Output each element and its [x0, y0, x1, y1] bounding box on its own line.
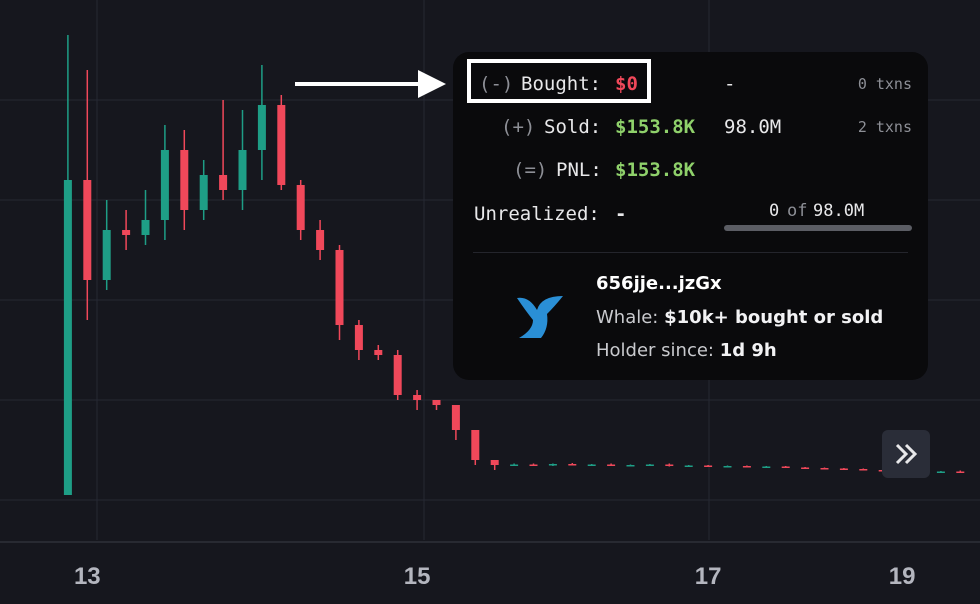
candle-body	[665, 464, 674, 466]
holder-since: Holder since: 1d 9h	[596, 340, 777, 361]
candle-body	[374, 350, 383, 355]
label: Bought:	[521, 73, 602, 95]
divider	[473, 252, 908, 253]
chevrons	[895, 443, 918, 465]
candle-body	[451, 405, 460, 430]
total: 98.0M	[813, 201, 865, 221]
candle-body	[102, 230, 111, 280]
tooltip: (-) Bought: $0 - 0 txns (+) Sold: $153.8…	[453, 52, 928, 380]
label: Sold:	[544, 116, 602, 138]
x-tick-label: 17	[695, 563, 722, 590]
candle-body	[490, 460, 499, 465]
candle-body	[936, 471, 945, 473]
candle-body	[393, 355, 402, 395]
candle-body	[859, 469, 868, 471]
candle-body	[820, 468, 829, 470]
candle-body	[626, 465, 635, 467]
highlight-box	[467, 59, 651, 103]
candle-body	[510, 464, 519, 466]
candle-body	[723, 466, 732, 468]
candle-body	[199, 175, 208, 210]
label: PNL:	[556, 159, 602, 181]
type-value: $10k+ bought or sold	[664, 307, 884, 328]
candle-body	[742, 466, 751, 468]
sign: (+)	[501, 116, 536, 138]
x-tick-label: 15	[404, 563, 431, 590]
candle-body	[704, 465, 713, 467]
value: $153.8K	[615, 159, 696, 181]
candle-body	[801, 467, 810, 469]
candle-body	[335, 250, 344, 325]
candle-body	[219, 175, 228, 190]
since-label: Holder since:	[596, 340, 714, 361]
txns: 0 txns	[857, 75, 912, 93]
candle-body	[413, 395, 422, 400]
candle-body	[141, 220, 150, 235]
txns: 2 txns	[857, 118, 912, 136]
x-tick-label: 13	[74, 563, 101, 590]
sign: (=)	[513, 159, 548, 181]
progress-bar	[724, 225, 912, 231]
candle-body	[83, 180, 92, 280]
amount: -	[724, 73, 736, 95]
candle-body	[568, 464, 577, 466]
value: -	[615, 203, 627, 225]
candle-body	[122, 230, 131, 235]
candle-body	[839, 468, 848, 470]
wallet-type: Whale: $10k+ bought or sold	[596, 307, 883, 328]
wallet-address[interactable]: 656jje...jzGx	[596, 273, 722, 294]
candle-body	[180, 150, 189, 210]
candle-body	[238, 150, 247, 190]
candle-body	[956, 471, 965, 473]
since-value: 1d 9h	[719, 340, 777, 361]
candle-body	[645, 464, 654, 466]
candle-body	[471, 430, 480, 460]
candle-body	[432, 400, 441, 405]
amount: 98.0M	[724, 116, 782, 138]
value: $153.8K	[615, 116, 696, 138]
candle-body	[277, 105, 286, 185]
candle-body	[529, 464, 538, 466]
candle-body	[63, 180, 72, 495]
candle-body	[781, 466, 790, 468]
x-tick-label: 19	[889, 563, 916, 590]
candle-body	[257, 105, 266, 150]
sign: (-)	[479, 73, 514, 95]
candle-body	[684, 465, 693, 467]
candle-body	[160, 150, 169, 220]
candle-body	[316, 230, 325, 250]
candle-body	[296, 185, 305, 230]
scroll-button[interactable]	[882, 430, 930, 478]
arrow-head	[418, 70, 446, 98]
candle-body	[587, 464, 596, 466]
candle-body	[354, 325, 363, 350]
label: Unrealized:	[474, 203, 600, 225]
candle-body	[607, 464, 616, 466]
candle-body	[762, 466, 771, 468]
held: 0	[769, 201, 780, 221]
candle-body	[548, 464, 557, 466]
value: $0	[615, 73, 638, 95]
type-label: Whale:	[596, 307, 659, 328]
whale-icon	[517, 296, 563, 338]
of: of	[787, 201, 808, 221]
